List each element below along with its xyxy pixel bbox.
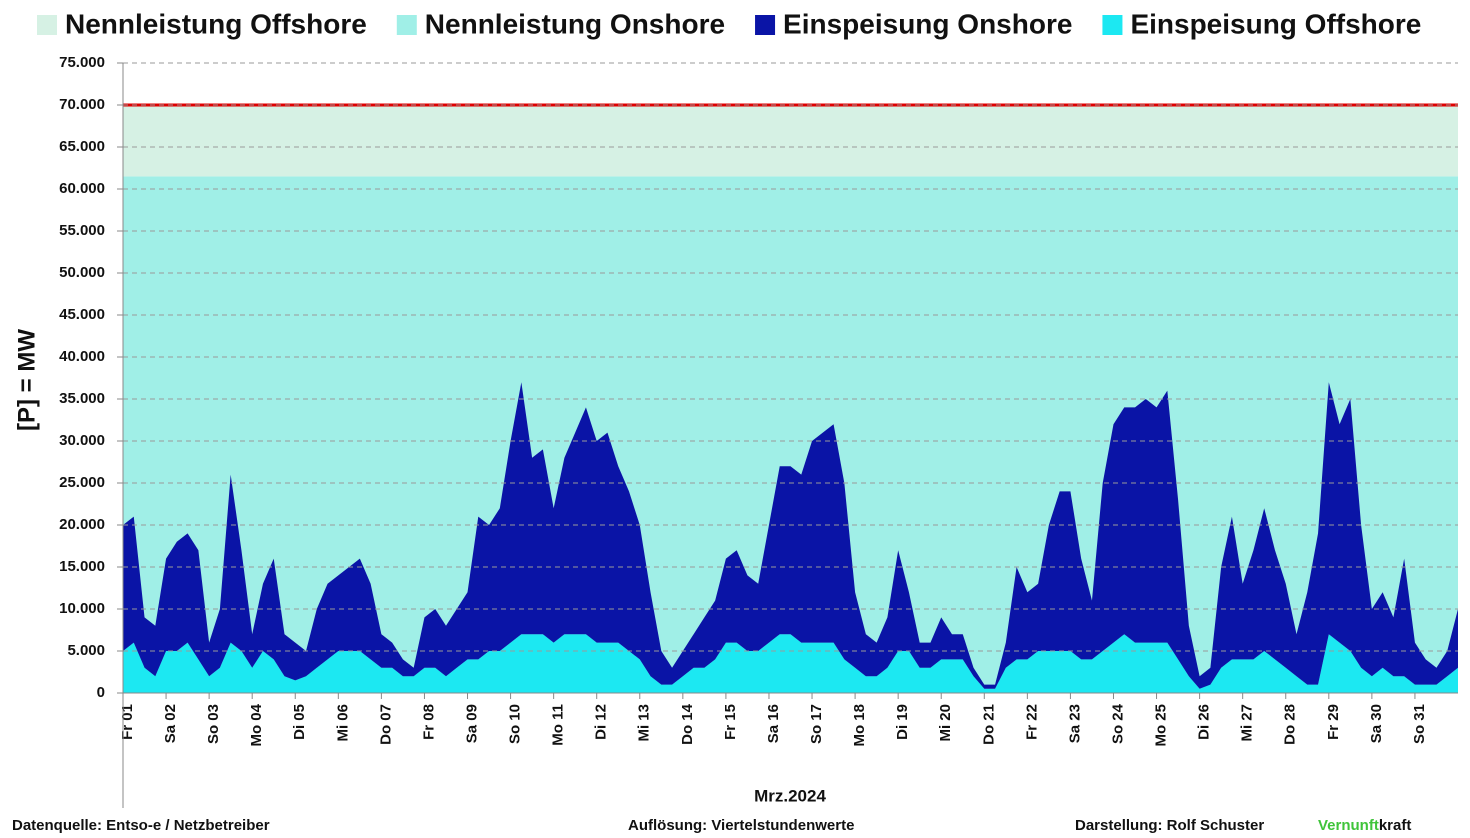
x-tick-label: Fr 08 — [420, 704, 437, 740]
x-tick-label: Fr 22 — [1023, 704, 1040, 740]
legend-marker — [755, 15, 776, 35]
y-tick-label: 15.000 — [59, 558, 105, 575]
y-tick-label: 45.000 — [59, 306, 105, 323]
area — [123, 382, 1458, 689]
brand-part: kraft — [1379, 817, 1412, 834]
x-tick-label: Do 07 — [377, 704, 394, 745]
y-tick-label: 70.000 — [59, 96, 105, 113]
x-tick-label: So 24 — [1109, 703, 1126, 744]
y-tick-label: 25.000 — [59, 474, 105, 491]
x-tick-label: Do 21 — [980, 704, 997, 745]
legend-marker — [396, 15, 417, 35]
legend-label: Nennleistung Offshore — [65, 8, 367, 39]
x-axis-label: Mrz.2024 — [754, 786, 826, 805]
x-tick-label: Mi 06 — [334, 704, 351, 742]
brand-part: Vernunft — [1318, 817, 1379, 834]
y-tick-label: 5.000 — [67, 642, 105, 659]
area — [123, 634, 1458, 693]
footer-author: Darstellung: Rolf Schuster — [1075, 817, 1264, 834]
x-tick-label: Di 05 — [291, 704, 308, 740]
y-tick-label: 10.000 — [59, 600, 105, 617]
y-tick-label: 65.000 — [59, 138, 105, 155]
x-tick-label: Fr 15 — [722, 704, 739, 740]
legend-label: Nennleistung Onshore — [425, 8, 725, 39]
x-tick-label: So 03 — [205, 704, 222, 744]
footer-brand: Vernunftkraft — [1318, 817, 1411, 834]
x-tick-label: Mi 27 — [1239, 704, 1256, 742]
x-tick-label: Mo 18 — [851, 704, 868, 747]
x-tick-label: Sa 02 — [162, 704, 179, 743]
x-tick-label: Sa 09 — [463, 704, 480, 743]
y-tick-label: 60.000 — [59, 180, 105, 197]
x-tick-label: Di 12 — [593, 704, 610, 740]
y-tick-label: 40.000 — [59, 348, 105, 365]
x-tick-label: Di 26 — [1196, 704, 1213, 740]
y-tick-label: 30.000 — [59, 432, 105, 449]
legend-label: Einspeisung Onshore — [783, 8, 1072, 39]
footer-source: Datenquelle: Entso-e / Netzbetreiber — [12, 817, 270, 834]
x-tick-label: Sa 30 — [1368, 704, 1385, 743]
y-tick-label: 20.000 — [59, 516, 105, 533]
x-tick-label: Sa 23 — [1066, 704, 1083, 743]
y-axis-label: [P] = MW — [13, 329, 40, 431]
y-tick-label: 35.000 — [59, 390, 105, 407]
x-tick-label: Fr 01 — [119, 704, 136, 740]
legend-label: Einspeisung Offshore — [1130, 8, 1421, 39]
x-tick-label: So 31 — [1411, 704, 1428, 744]
x-tick-label: Do 28 — [1282, 704, 1299, 745]
y-tick-label: 55.000 — [59, 222, 105, 239]
plot-areas — [123, 105, 1458, 693]
footer-resolution: Auflösung: Viertelstundenwerte — [628, 817, 854, 834]
x-tick-label: So 10 — [507, 704, 524, 744]
y-tick-label: 50.000 — [59, 264, 105, 281]
x-tick-label: Mi 20 — [937, 704, 954, 742]
x-tick-label: Mo 04 — [248, 703, 265, 746]
x-tick-label: Di 19 — [894, 704, 911, 740]
x-tick-label: So 17 — [808, 704, 825, 744]
legend-marker — [37, 15, 57, 35]
x-tick-label: Sa 16 — [765, 704, 782, 743]
x-tick-label: Fr 29 — [1325, 704, 1342, 740]
x-tick-label: Mo 11 — [550, 704, 567, 746]
area — [123, 105, 1458, 177]
x-tick-label: Mo 25 — [1153, 704, 1170, 747]
y-tick-label: 75.000 — [59, 54, 105, 71]
x-tick-label: Mi 13 — [636, 704, 653, 742]
y-tick-label: 0 — [97, 684, 105, 701]
x-tick-label: Do 14 — [679, 703, 696, 745]
legend-marker — [1102, 15, 1123, 35]
